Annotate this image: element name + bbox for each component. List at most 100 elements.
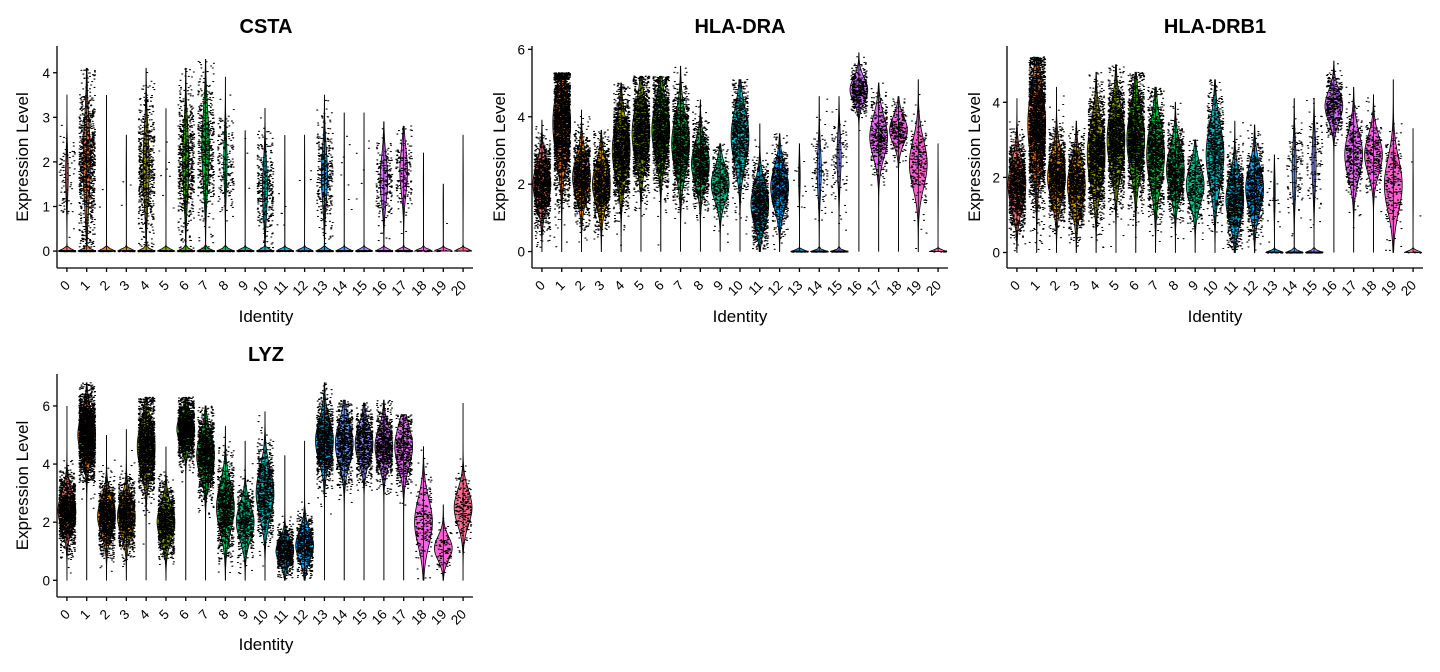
x-tick-label-16: 16	[844, 278, 865, 299]
x-axis-label: Identity	[1188, 307, 1243, 326]
violin-cluster-3	[117, 429, 136, 581]
x-tick-label-11: 11	[270, 607, 291, 628]
x-tick-label-3: 3	[592, 278, 608, 294]
x-tick-label-1: 1	[552, 278, 568, 294]
jitter-points	[355, 402, 374, 491]
chart-title: LYZ	[248, 344, 284, 366]
x-tick-label-2: 2	[1047, 278, 1063, 294]
jitter-points	[395, 125, 414, 253]
x-tick-label-14: 14	[804, 277, 826, 299]
jitter-points	[236, 463, 255, 575]
violin-cluster-19	[433, 183, 454, 253]
x-tick-label-18: 18	[883, 278, 904, 299]
violin-cluster-8	[1166, 101, 1185, 253]
jitter-points	[691, 99, 710, 221]
x-tick-label-7: 7	[196, 278, 212, 294]
x-tick-label-13: 13	[309, 278, 330, 299]
jitter-points	[415, 449, 433, 580]
violin-cluster-15	[354, 112, 374, 253]
jitter-points	[1325, 63, 1344, 147]
y-tick-label: 6	[517, 42, 525, 57]
violin-cluster-2	[572, 109, 591, 252]
violin-cluster-15	[1304, 98, 1324, 254]
jitter-points	[98, 459, 116, 572]
violin-cluster-5	[156, 446, 176, 581]
jitter-points	[296, 501, 315, 579]
jitter-points	[78, 67, 97, 253]
jitter-points	[1067, 126, 1086, 247]
x-tick-label-8: 8	[1166, 278, 1182, 294]
violin-cluster-6	[176, 396, 196, 581]
jitter-points	[456, 249, 472, 253]
jitter-points	[117, 449, 136, 568]
x-axis-label: Identity	[713, 307, 768, 326]
violin-cluster-13	[315, 382, 334, 581]
chart-title: HLA-DRA	[694, 16, 785, 38]
x-tick-label-5: 5	[156, 607, 172, 623]
x-tick-label-8: 8	[691, 278, 707, 294]
violin-cluster-13	[315, 94, 334, 253]
violin-cluster-3	[1067, 120, 1086, 253]
jitter-points	[78, 382, 97, 509]
x-tick-label-6: 6	[1126, 278, 1142, 294]
jitter-points	[1345, 86, 1364, 229]
violin-cluster-5	[1106, 64, 1126, 253]
x-tick-label-11: 11	[745, 278, 766, 299]
violin-cluster-4	[136, 396, 156, 581]
violin-cluster-0	[532, 119, 552, 252]
violin-cluster-9	[235, 440, 255, 581]
jitter-points	[335, 135, 354, 253]
x-tick-label-8: 8	[216, 607, 232, 623]
jitter-points	[237, 138, 255, 253]
jitter-points	[58, 460, 77, 574]
violin-cluster-17	[394, 125, 414, 253]
jitter-points	[553, 71, 572, 248]
violin-cluster-13	[1265, 154, 1284, 254]
y-tick-label: 2	[517, 177, 525, 192]
x-tick-label-16: 16	[369, 278, 390, 299]
jitter-points	[850, 56, 869, 132]
x-tick-label-10: 10	[725, 278, 746, 299]
jitter-points	[157, 471, 176, 566]
x-tick-label-15: 15	[1299, 278, 1320, 299]
jitter-points	[1166, 102, 1185, 240]
jitter-points	[276, 193, 295, 253]
violin-cluster-17	[394, 414, 414, 581]
violin-cluster-5	[631, 75, 651, 252]
violin-cluster-17	[1344, 86, 1364, 253]
x-tick-label-7: 7	[1146, 278, 1162, 294]
jitter-points	[177, 396, 196, 483]
y-tick-label: 3	[42, 110, 50, 125]
x-tick-label-15: 15	[349, 607, 370, 628]
jitter-points	[612, 82, 631, 246]
jitter-points	[436, 222, 453, 253]
y-tick-label: 2	[42, 155, 50, 170]
violin-cluster-12	[295, 440, 315, 581]
violin-cluster-1	[77, 67, 97, 253]
violin-cluster-13	[790, 143, 809, 253]
jitter-points	[315, 382, 334, 515]
violin-cluster-9	[236, 130, 255, 253]
jitter-points	[830, 108, 849, 253]
y-tick-label: 6	[42, 399, 50, 414]
x-tick-label-0: 0	[57, 278, 73, 294]
x-tick-label-9: 9	[235, 607, 251, 623]
x-tick-label-2: 2	[97, 278, 113, 294]
jitter-points	[355, 140, 373, 253]
x-tick-label-4: 4	[1086, 277, 1102, 293]
violin-cluster-7	[671, 65, 691, 252]
jitter-points	[216, 94, 235, 253]
violin-cluster-20	[453, 134, 473, 253]
jitter-points	[98, 189, 116, 253]
jitter-points	[1285, 106, 1304, 254]
violin-cluster-11	[275, 135, 295, 253]
x-tick-label-19: 19	[428, 607, 449, 628]
jitter-points	[276, 515, 295, 580]
violin-cluster-12	[770, 133, 790, 252]
x-tick-label-11: 11	[270, 278, 291, 299]
x-tick-label-14: 14	[1279, 277, 1301, 299]
jitter-points	[1028, 56, 1047, 250]
